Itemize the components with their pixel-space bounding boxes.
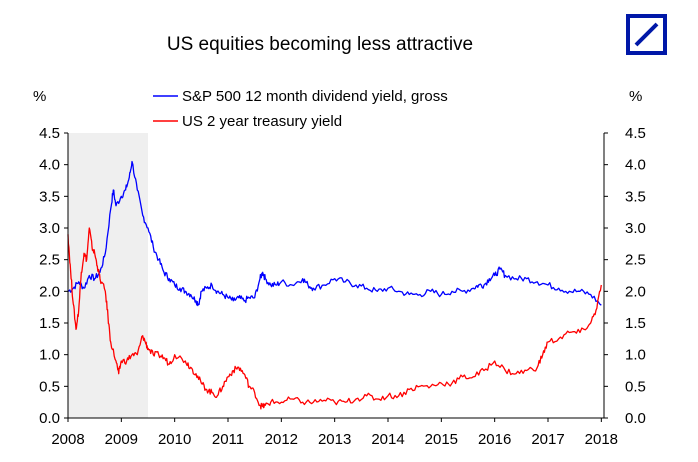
x-tick-label: 2011 — [212, 431, 244, 448]
deutsche-bank-logo — [626, 14, 667, 55]
left-unit-label: % — [33, 88, 46, 105]
shaded-region — [68, 133, 148, 418]
y-tick-label-left: 3.0 — [39, 220, 60, 237]
y-tick-label-left: 4.0 — [39, 157, 60, 174]
series-line-dividend-yield — [67, 160, 602, 307]
chart-title: US equities becoming less attractive — [167, 34, 473, 55]
y-tick-label-left: 2.0 — [39, 283, 60, 300]
y-tick-label-right: 1.0 — [625, 347, 646, 364]
y-tick-label-right: 0.0 — [625, 410, 646, 427]
x-tick-label: 2018 — [585, 431, 618, 448]
x-tick-label: 2012 — [265, 431, 298, 448]
y-tick-label-right: 3.0 — [625, 220, 646, 237]
y-tick-label-right: 4.0 — [625, 157, 646, 174]
x-tick-label: 2008 — [51, 431, 84, 448]
y-tick-label-left: 1.0 — [39, 347, 60, 364]
x-tick-label: 2009 — [105, 431, 138, 448]
plot-area — [67, 133, 602, 418]
legend-label-dividend-yield: S&P 500 12 month dividend yield, gross — [182, 88, 448, 105]
y-tick-label-left: 1.5 — [39, 315, 60, 332]
y-tick-label-left: 4.5 — [39, 125, 60, 142]
y-tick-label-right: 0.5 — [625, 378, 646, 395]
y-tick-label-left: 2.5 — [39, 252, 60, 269]
y-tick-label-right: 1.5 — [625, 315, 646, 332]
x-tick-label: 2015 — [425, 431, 458, 448]
x-tick-label: 2010 — [158, 431, 191, 448]
x-tick-label: 2013 — [318, 431, 351, 448]
x-tick-label: 2016 — [478, 431, 511, 448]
x-tick-label: 2014 — [371, 431, 404, 448]
y-tick-label-right: 2.5 — [625, 252, 646, 269]
right-unit-label: % — [629, 88, 642, 105]
legend: S&P 500 12 month dividend yield, gross U… — [153, 88, 448, 130]
axes: 0.0 0.0 0.5 0.5 1.0 1.0 1.5 1.5 2.0 2.0 2.5 2.5 3.0 3… — [39, 125, 646, 448]
legend-label-treasury-yield: US 2 year treasury yield — [182, 113, 342, 130]
series-line-treasury-yield — [67, 227, 602, 410]
x-tick-label: 2017 — [531, 431, 564, 448]
y-tick-label-right: 3.5 — [625, 188, 646, 205]
y-tick-label-left: 0.0 — [39, 410, 60, 427]
y-tick-label-right: 2.0 — [625, 283, 646, 300]
y-tick-label-left: 0.5 — [39, 378, 60, 395]
y-tick-label-left: 3.5 — [39, 188, 60, 205]
y-tick-label-right: 4.5 — [625, 125, 646, 142]
